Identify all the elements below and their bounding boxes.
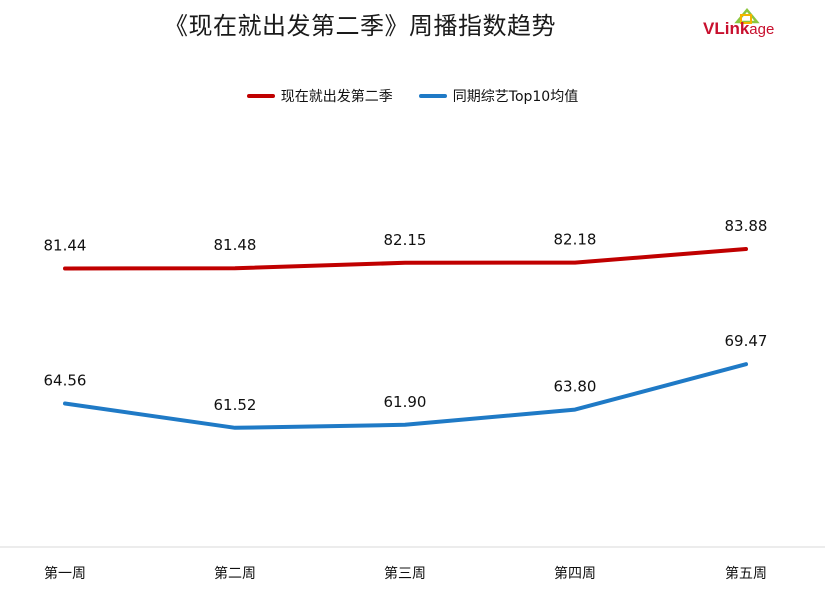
data-label: 61.52: [214, 396, 257, 414]
logo-house-icon: [734, 8, 760, 24]
legend-swatch-series-1: [246, 94, 275, 98]
data-label: 69.47: [725, 332, 768, 350]
x-tick-label: 第三周: [384, 565, 426, 582]
data-label: 81.44: [44, 236, 87, 254]
data-label: 61.90: [384, 393, 427, 411]
legend-label-series-2: 同期综艺Top10均值: [452, 89, 579, 105]
x-tick-label: 第四周: [554, 565, 596, 582]
x-tick-label: 第一周: [44, 565, 86, 582]
data-label: 82.18: [554, 231, 597, 249]
data-label: 64.56: [44, 372, 87, 390]
logo-text-main: VLink: [703, 19, 750, 38]
vlinkage-logo: VLinkage: [697, 8, 797, 44]
data-label: 63.80: [554, 378, 597, 396]
logo-text-small: age: [749, 21, 775, 38]
chart-title: 《现在就出发第二季》周播指数趋势: [164, 12, 556, 40]
x-tick-label: 第二周: [214, 565, 256, 582]
legend-item-series-2: 同期综艺Top10均值: [418, 86, 579, 106]
data-label: 83.88: [725, 217, 768, 235]
series-line-1: [63, 247, 748, 271]
legend-label-series-1: 现在就出发第二季: [280, 89, 393, 105]
logo-text: VLinkage: [703, 19, 774, 39]
x-tick-label: 第五周: [725, 565, 767, 582]
legend-item-series-1: 现在就出发第二季: [246, 86, 393, 106]
data-label: 82.15: [384, 231, 427, 249]
legend-swatch-series-2: [418, 94, 447, 98]
data-label: 81.48: [214, 236, 257, 254]
legend: 现在就出发第二季 同期综艺Top10均值: [0, 86, 825, 106]
